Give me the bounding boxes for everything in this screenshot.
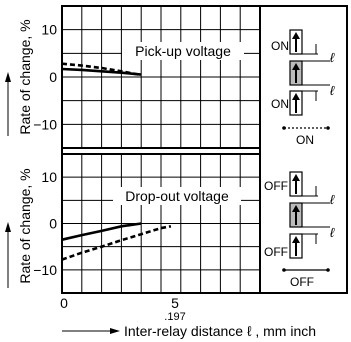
bottom-y-axis-label: Rate of change, % xyxy=(17,168,33,283)
bottom-panel-title: Drop-out voltage xyxy=(125,188,229,204)
figure-frame xyxy=(61,5,348,294)
x-tick-label-0: 0 xyxy=(60,295,68,311)
top-y-arrow-head xyxy=(5,72,11,82)
arrow-up-icon xyxy=(292,63,300,83)
dimension-ell: ℓ xyxy=(330,50,335,65)
dimension-ell: ℓ xyxy=(330,83,335,98)
top-panel-series xyxy=(61,62,142,77)
dimension-ell: ℓ xyxy=(330,192,335,207)
legend-off-caption: OFF xyxy=(290,275,314,289)
legend-on-label-bottom: ON xyxy=(271,97,289,111)
x-axis-label: Inter-relay distance ℓ , mm inch xyxy=(124,323,316,339)
legend-on: ON ON ℓ ℓ ON xyxy=(271,29,335,147)
arrow-up-icon xyxy=(292,236,300,256)
top-y-tick-label: 0 xyxy=(49,69,57,85)
top-series-dashed xyxy=(61,62,142,77)
top-y-tick-label: 10 xyxy=(41,22,57,38)
bottom-y-tick-label: 10 xyxy=(41,169,57,185)
legend-dot xyxy=(326,126,330,130)
arrow-up-icon xyxy=(292,205,300,225)
legend-on-label-top: ON xyxy=(271,39,289,53)
legend-off-label-top: OFF xyxy=(264,179,288,193)
top-title-bg xyxy=(122,42,244,60)
arrow-up-icon xyxy=(292,174,300,194)
bottom-series-solid xyxy=(61,222,142,241)
dimension-ell: ℓ xyxy=(330,225,335,240)
legend-dot xyxy=(282,268,286,272)
x-tick-label-5: 5 xyxy=(171,295,179,311)
top-y-tick-labels: 10 0 −10 xyxy=(33,22,57,133)
bottom-y-tick-label: 0 xyxy=(49,216,57,232)
legend-off: OFF OFF ℓ ℓ OFF xyxy=(264,171,335,289)
top-panel-grid xyxy=(62,6,260,148)
legend-off-label-bottom: OFF xyxy=(264,245,288,259)
legend-on-caption: ON xyxy=(296,133,314,147)
bottom-y-tick-labels: 10 0 −10 xyxy=(33,169,57,278)
bottom-y-tick-label: −10 xyxy=(33,262,57,278)
arrow-up-icon xyxy=(292,32,300,52)
arrow-up-icon xyxy=(292,93,300,113)
top-panel-title: Pick-up voltage xyxy=(135,43,231,59)
x-arrow-head xyxy=(110,328,120,334)
x-tick-sublabel: .197 xyxy=(164,311,185,323)
bottom-series-dashed xyxy=(61,225,172,261)
bottom-y-arrow-head xyxy=(5,222,11,232)
bottom-panel-grid xyxy=(62,154,260,293)
top-y-tick-label: −10 xyxy=(33,116,57,132)
bottom-title-bg xyxy=(113,187,241,205)
bottom-panel-series xyxy=(61,222,172,261)
top-y-axis-label: Rate of change, % xyxy=(17,19,33,134)
legend-dot xyxy=(282,126,286,130)
legend-dot xyxy=(326,268,330,272)
